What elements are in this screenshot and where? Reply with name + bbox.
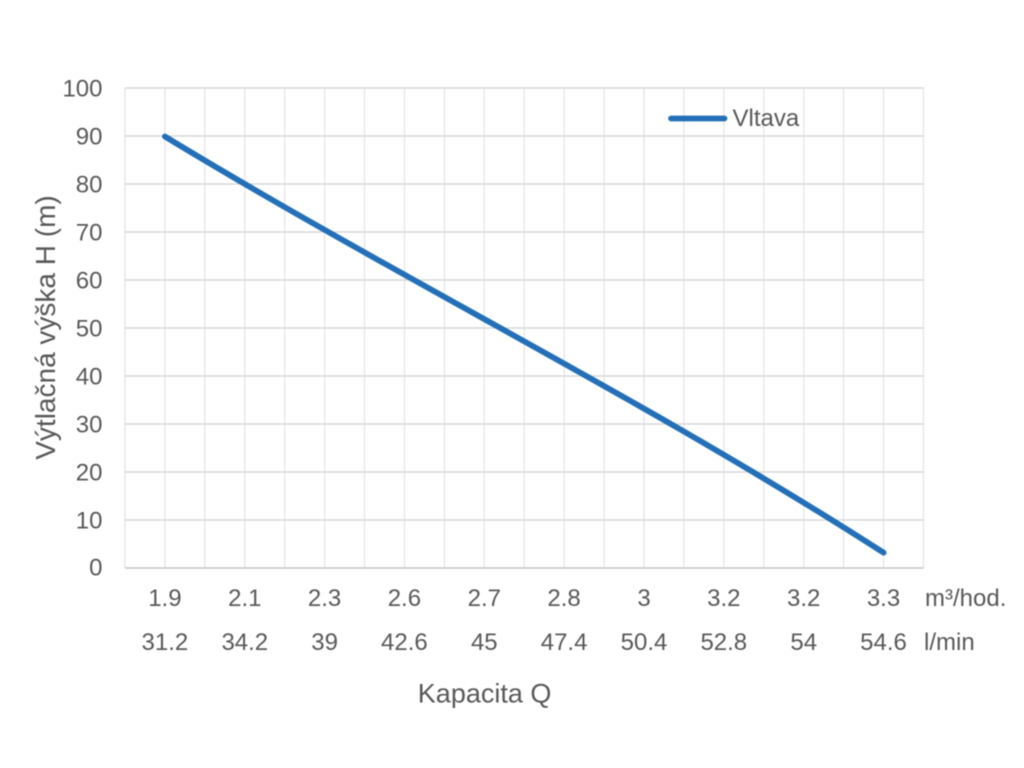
svg-text:20: 20	[76, 460, 103, 487]
svg-text:100: 100	[62, 76, 102, 103]
svg-text:50: 50	[76, 316, 103, 343]
svg-text:2.1: 2.1	[228, 585, 261, 612]
svg-text:2.6: 2.6	[388, 585, 421, 612]
svg-text:m³/hod.: m³/hod.	[925, 585, 1006, 612]
svg-text:34.2: 34.2	[221, 629, 268, 656]
svg-text:54.6: 54.6	[860, 629, 907, 656]
svg-text:3.3: 3.3	[867, 585, 900, 612]
svg-text:60: 60	[76, 268, 103, 295]
svg-text:45: 45	[471, 629, 498, 656]
svg-text:70: 70	[76, 220, 103, 247]
svg-text:52.8: 52.8	[700, 629, 747, 656]
svg-text:47.4: 47.4	[541, 629, 588, 656]
svg-text:3.2: 3.2	[787, 585, 820, 612]
svg-text:39: 39	[311, 629, 338, 656]
svg-text:2.7: 2.7	[468, 585, 501, 612]
svg-text:10: 10	[76, 508, 103, 535]
svg-text:Kapacita Q: Kapacita Q	[418, 679, 552, 709]
svg-text:54: 54	[790, 629, 817, 656]
svg-text:3.2: 3.2	[707, 585, 740, 612]
svg-text:0: 0	[89, 555, 102, 582]
svg-text:31.2: 31.2	[142, 629, 189, 656]
svg-text:1.9: 1.9	[148, 585, 181, 612]
svg-text:2.8: 2.8	[547, 585, 580, 612]
svg-text:90: 90	[76, 124, 103, 151]
svg-text:Vltava: Vltava	[733, 105, 800, 132]
svg-text:30: 30	[76, 412, 103, 439]
svg-text:2.3: 2.3	[308, 585, 341, 612]
svg-text:l/min: l/min	[924, 629, 975, 656]
svg-text:40: 40	[76, 364, 103, 391]
svg-text:42.6: 42.6	[381, 629, 428, 656]
svg-text:80: 80	[76, 172, 103, 199]
svg-text:Výtlačná výška H (m): Výtlačná výška H (m)	[30, 195, 61, 460]
svg-text:50.4: 50.4	[621, 629, 668, 656]
svg-text:3: 3	[637, 585, 650, 612]
